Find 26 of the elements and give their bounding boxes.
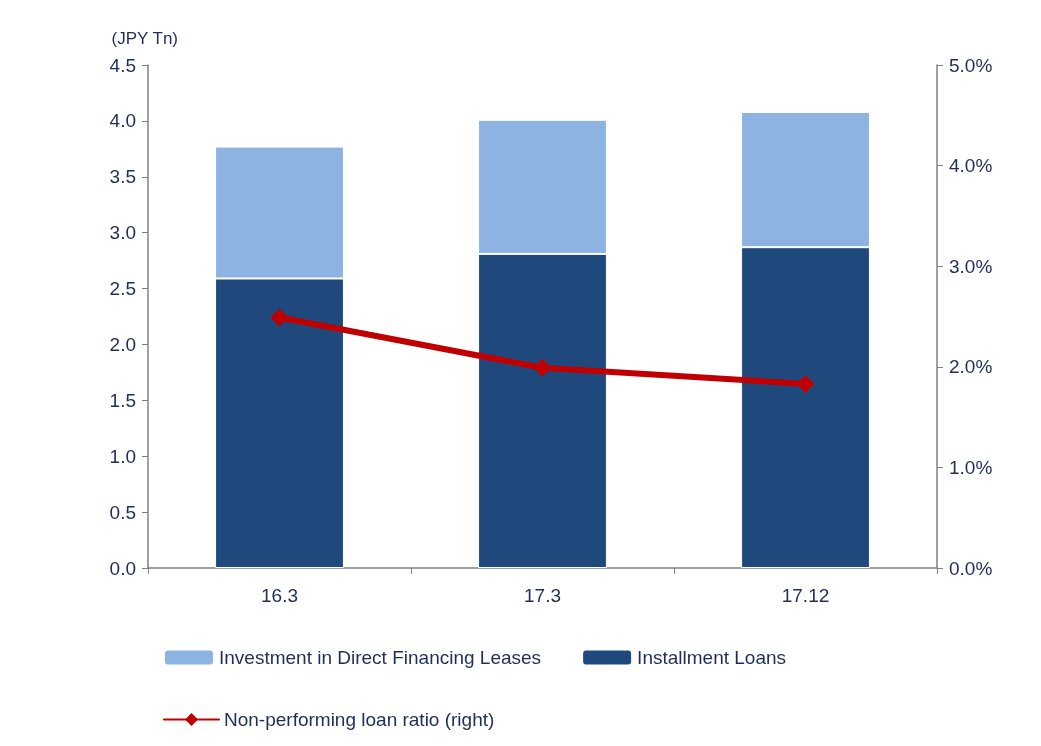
y2-tick-label: 2.0% xyxy=(949,356,993,378)
x-tick-label: 17.12 xyxy=(781,585,830,606)
point xyxy=(533,358,552,377)
y2-tick-label: 4.0% xyxy=(949,155,993,177)
y-tick-label: 4.0 xyxy=(109,110,136,132)
y2-tick-label: 1.0% xyxy=(949,456,993,478)
legend-label: Investment in Direct Financing Leases xyxy=(219,647,542,668)
y2-tick-label: 5.0% xyxy=(949,54,993,76)
point xyxy=(796,374,815,393)
y-tick-label: 2.5 xyxy=(109,278,136,300)
y-tick-label: 3.5 xyxy=(109,166,136,188)
y-tick-label: 0.5 xyxy=(109,501,136,523)
legend-label: Non-performing loan ratio (right) xyxy=(224,709,495,730)
y-tick-label: 1.0 xyxy=(109,445,136,467)
y-tick-label: 3.0 xyxy=(109,222,136,244)
y-tick-label: 2.0 xyxy=(109,333,136,355)
y2-tick-label: 3.0% xyxy=(949,255,993,277)
y2-tick-label: 0.0% xyxy=(949,557,993,579)
y-tick-label: 0.0 xyxy=(109,557,136,579)
y-axis-title: (JPY Tn) xyxy=(111,29,178,48)
x-tick-label: 16.3 xyxy=(261,585,298,606)
x-tick-label: 17.3 xyxy=(524,585,561,606)
y-tick-label: 4.5 xyxy=(109,54,136,76)
point xyxy=(270,308,289,327)
legend-label: Installment Loans xyxy=(637,647,787,668)
y-tick-label: 1.5 xyxy=(109,389,136,411)
